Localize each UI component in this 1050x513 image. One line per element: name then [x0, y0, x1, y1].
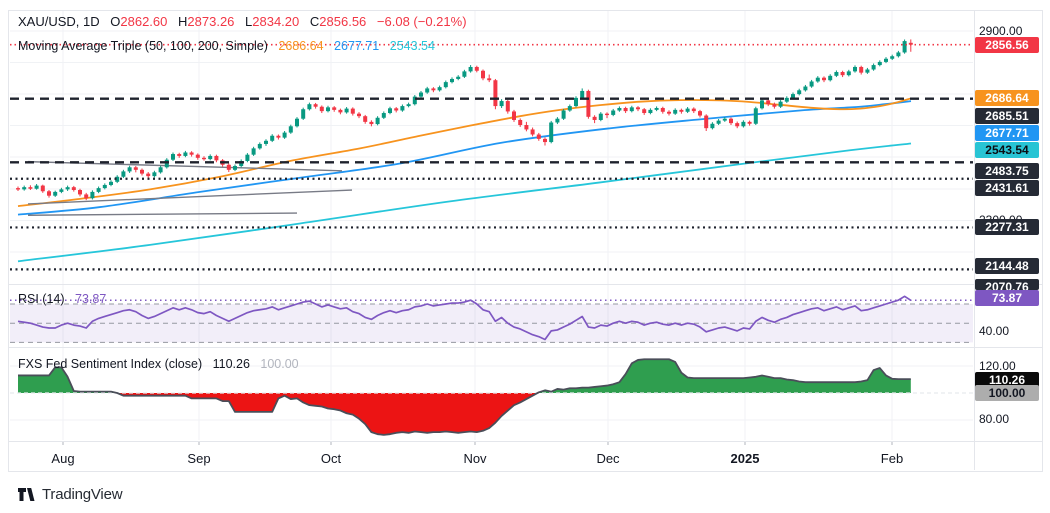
ohlc-open-label: O [110, 14, 121, 29]
time-axis-label: Aug [51, 451, 75, 466]
ohlc-high-label: H [178, 14, 188, 29]
time-axis-label: 2025 [730, 451, 760, 466]
rsi-value-badge: 73.87 [975, 290, 1039, 306]
fed-value-badge: 110.26 [975, 372, 1039, 388]
pane-separator[interactable] [8, 347, 1042, 348]
rsi-axis-label: 40.00 [979, 324, 1010, 338]
ma200-value: 2543.54 [389, 39, 435, 53]
fed-axis-label: 120.00 [979, 359, 1016, 373]
level-badge: 2685.51 [975, 108, 1039, 124]
ohlc-high-value: 2873.26 [187, 14, 235, 29]
level-badge: 2431.61 [975, 180, 1039, 196]
symbol-title[interactable]: XAU/USD, 1D [18, 14, 100, 29]
ma100-badge: 2677.71 [975, 125, 1039, 141]
fed-baseline-value: 100.00 [260, 357, 299, 371]
current-price-badge: 2856.56 [975, 37, 1039, 53]
ohlc-low-value: 2834.20 [252, 14, 300, 29]
fed-baseline-badge: 100.00 [975, 385, 1039, 401]
pane-separator[interactable] [8, 284, 1042, 285]
ma100-value: 2677.71 [334, 39, 380, 53]
price-axis-label: 2900.00 [979, 24, 1023, 38]
rsi-value: 73.87 [75, 292, 107, 306]
tradingview-logo-text: TradingView [42, 486, 123, 503]
time-axis-label: Oct [320, 451, 342, 466]
fed-legend[interactable]: FXS Fed Sentiment Index (close) 110.26 1… [18, 357, 299, 371]
tradingview-glyph-icon [18, 488, 35, 501]
ohlc-open-value: 2862.60 [120, 14, 168, 29]
fed-value: 110.26 [212, 357, 250, 371]
rsi-legend[interactable]: RSI (14) 73.87 [18, 292, 106, 306]
ohlc-close-label: C [309, 14, 320, 29]
ohlc-close-value: 2856.56 [319, 14, 367, 29]
time-axis-separator [8, 441, 1042, 442]
level-badge: 2277.31 [975, 219, 1039, 235]
ohlc-low-label: L [245, 14, 253, 29]
ma-legend[interactable]: Moving Average Triple (50, 100, 200, Sim… [18, 39, 435, 53]
symbol-legend[interactable]: XAU/USD, 1D O2862.60 H2873.26 L2834.20 C… [18, 14, 467, 29]
level-badge: 2483.75 [975, 163, 1039, 179]
level-badge: 2144.48 [975, 258, 1039, 274]
time-axis-label: Sep [187, 451, 211, 466]
price-axis-separator [974, 10, 975, 470]
ma50-value: 2686.64 [278, 39, 324, 53]
time-axis-label: Feb [880, 451, 904, 466]
fed-indicator-title[interactable]: FXS Fed Sentiment Index (close) [18, 357, 203, 371]
ma200-badge: 2543.54 [975, 142, 1039, 158]
rsi-indicator-title[interactable]: RSI (14) [18, 292, 65, 306]
time-axis-label: Dec [596, 451, 620, 466]
level-badge: 2070.76 [975, 279, 1039, 290]
tradingview-logo[interactable]: TradingView [18, 486, 123, 503]
ma50-badge: 2686.64 [975, 90, 1039, 106]
fed-axis-label: 80.00 [979, 412, 1010, 426]
time-axis-label: Nov [463, 451, 487, 466]
change-value: −6.08 (−0.21%) [376, 14, 467, 29]
ma-indicator-title[interactable]: Moving Average Triple (50, 100, 200, Sim… [18, 39, 268, 53]
